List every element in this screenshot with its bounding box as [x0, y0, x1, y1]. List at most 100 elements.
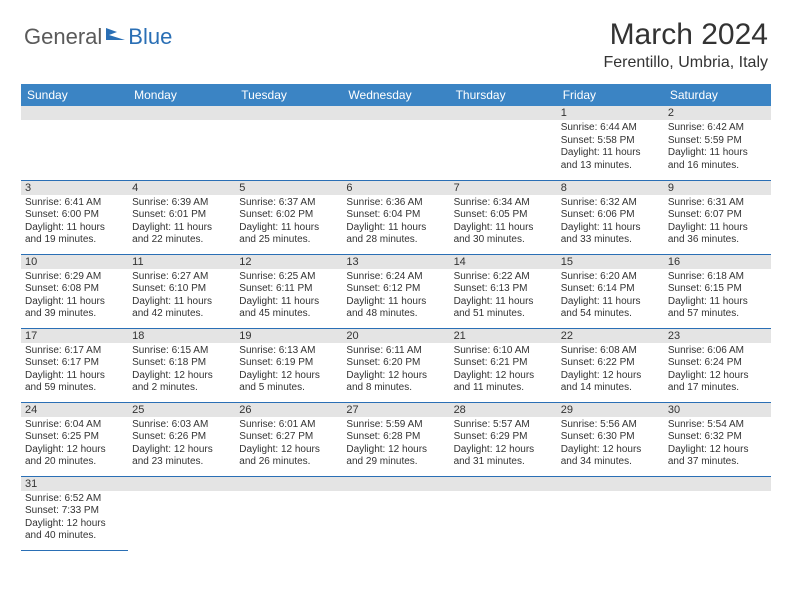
logo: General Blue — [24, 24, 172, 50]
day-daylight2: and 23 minutes. — [132, 456, 231, 469]
day-sunset: Sunset: 6:11 PM — [239, 283, 338, 296]
logo-flag-icon — [105, 26, 127, 49]
day-daylight2: and 40 minutes. — [25, 530, 124, 543]
weekday-header-row: SundayMondayTuesdayWednesdayThursdayFrid… — [21, 84, 771, 106]
day-number: 14 — [450, 255, 557, 269]
day-sunset: Sunset: 7:33 PM — [25, 505, 124, 518]
calendar-day-cell: 21Sunrise: 6:10 AMSunset: 6:21 PMDayligh… — [450, 328, 557, 402]
day-daylight1: Daylight: 12 hours — [561, 444, 660, 457]
calendar-day-cell: 31Sunrise: 6:52 AMSunset: 7:33 PMDayligh… — [21, 476, 128, 550]
day-daylight1: Daylight: 12 hours — [239, 370, 338, 383]
day-daylight2: and 48 minutes. — [346, 308, 445, 321]
day-number: 7 — [450, 181, 557, 195]
day-daylight1: Daylight: 11 hours — [668, 296, 767, 309]
calendar-week-row: 1Sunrise: 6:44 AMSunset: 5:58 PMDaylight… — [21, 106, 771, 180]
day-number-empty — [342, 477, 449, 491]
calendar-day-cell: 19Sunrise: 6:13 AMSunset: 6:19 PMDayligh… — [235, 328, 342, 402]
calendar-day-cell: 6Sunrise: 6:36 AMSunset: 6:04 PMDaylight… — [342, 180, 449, 254]
calendar-day-cell — [557, 476, 664, 550]
day-sunrise: Sunrise: 6:15 AM — [132, 345, 231, 358]
day-number-empty — [235, 106, 342, 120]
day-sunrise: Sunrise: 6:17 AM — [25, 345, 124, 358]
calendar-day-cell: 15Sunrise: 6:20 AMSunset: 6:14 PMDayligh… — [557, 254, 664, 328]
day-number: 29 — [557, 403, 664, 417]
calendar-day-cell: 10Sunrise: 6:29 AMSunset: 6:08 PMDayligh… — [21, 254, 128, 328]
day-daylight2: and 36 minutes. — [668, 234, 767, 247]
day-sunrise: Sunrise: 6:13 AM — [239, 345, 338, 358]
day-number: 26 — [235, 403, 342, 417]
day-number: 25 — [128, 403, 235, 417]
day-daylight1: Daylight: 11 hours — [239, 222, 338, 235]
day-sunset: Sunset: 6:28 PM — [346, 431, 445, 444]
day-daylight2: and 16 minutes. — [668, 160, 767, 173]
day-sunset: Sunset: 5:58 PM — [561, 135, 660, 148]
day-number: 16 — [664, 255, 771, 269]
day-daylight1: Daylight: 12 hours — [561, 370, 660, 383]
day-sunset: Sunset: 6:32 PM — [668, 431, 767, 444]
day-sunrise: Sunrise: 6:31 AM — [668, 197, 767, 210]
day-sunset: Sunset: 6:02 PM — [239, 209, 338, 222]
day-daylight1: Daylight: 12 hours — [668, 370, 767, 383]
calendar-day-cell: 26Sunrise: 6:01 AMSunset: 6:27 PMDayligh… — [235, 402, 342, 476]
calendar-day-cell: 20Sunrise: 6:11 AMSunset: 6:20 PMDayligh… — [342, 328, 449, 402]
day-number: 9 — [664, 181, 771, 195]
day-daylight1: Daylight: 12 hours — [132, 444, 231, 457]
day-sunrise: Sunrise: 6:42 AM — [668, 122, 767, 135]
title-block: March 2024 Ferentillo, Umbria, Italy — [604, 18, 769, 72]
day-number-empty — [557, 477, 664, 491]
day-daylight2: and 39 minutes. — [25, 308, 124, 321]
day-sunset: Sunset: 6:13 PM — [454, 283, 553, 296]
calendar-day-cell: 28Sunrise: 5:57 AMSunset: 6:29 PMDayligh… — [450, 402, 557, 476]
day-daylight1: Daylight: 11 hours — [561, 147, 660, 160]
calendar-day-cell: 27Sunrise: 5:59 AMSunset: 6:28 PMDayligh… — [342, 402, 449, 476]
day-sunset: Sunset: 6:30 PM — [561, 431, 660, 444]
logo-text-blue: Blue — [128, 24, 172, 50]
weekday-header: Friday — [557, 84, 664, 106]
day-daylight2: and 14 minutes. — [561, 382, 660, 395]
day-sunrise: Sunrise: 6:08 AM — [561, 345, 660, 358]
day-daylight2: and 8 minutes. — [346, 382, 445, 395]
day-number-empty — [21, 106, 128, 120]
calendar-day-cell: 8Sunrise: 6:32 AMSunset: 6:06 PMDaylight… — [557, 180, 664, 254]
day-sunset: Sunset: 6:18 PM — [132, 357, 231, 370]
calendar-day-cell: 12Sunrise: 6:25 AMSunset: 6:11 PMDayligh… — [235, 254, 342, 328]
day-number: 21 — [450, 329, 557, 343]
weekday-header: Thursday — [450, 84, 557, 106]
day-sunset: Sunset: 6:20 PM — [346, 357, 445, 370]
day-sunrise: Sunrise: 5:56 AM — [561, 419, 660, 432]
day-daylight1: Daylight: 11 hours — [454, 222, 553, 235]
day-number: 5 — [235, 181, 342, 195]
day-daylight1: Daylight: 12 hours — [239, 444, 338, 457]
day-daylight2: and 5 minutes. — [239, 382, 338, 395]
day-daylight1: Daylight: 12 hours — [668, 444, 767, 457]
calendar-day-cell: 3Sunrise: 6:41 AMSunset: 6:00 PMDaylight… — [21, 180, 128, 254]
calendar-day-cell: 22Sunrise: 6:08 AMSunset: 6:22 PMDayligh… — [557, 328, 664, 402]
day-daylight1: Daylight: 12 hours — [454, 370, 553, 383]
day-sunset: Sunset: 5:59 PM — [668, 135, 767, 148]
day-sunset: Sunset: 6:26 PM — [132, 431, 231, 444]
day-daylight2: and 19 minutes. — [25, 234, 124, 247]
day-daylight1: Daylight: 11 hours — [132, 296, 231, 309]
day-sunrise: Sunrise: 6:01 AM — [239, 419, 338, 432]
calendar-day-cell: 25Sunrise: 6:03 AMSunset: 6:26 PMDayligh… — [128, 402, 235, 476]
day-daylight1: Daylight: 12 hours — [346, 370, 445, 383]
day-sunset: Sunset: 6:21 PM — [454, 357, 553, 370]
day-sunset: Sunset: 6:07 PM — [668, 209, 767, 222]
day-number: 22 — [557, 329, 664, 343]
calendar-day-cell: 13Sunrise: 6:24 AMSunset: 6:12 PMDayligh… — [342, 254, 449, 328]
day-number: 27 — [342, 403, 449, 417]
day-number: 12 — [235, 255, 342, 269]
day-daylight1: Daylight: 11 hours — [561, 296, 660, 309]
day-sunrise: Sunrise: 6:44 AM — [561, 122, 660, 135]
day-number-empty — [664, 477, 771, 491]
day-daylight1: Daylight: 11 hours — [25, 370, 124, 383]
day-number-empty — [235, 477, 342, 491]
day-sunset: Sunset: 6:15 PM — [668, 283, 767, 296]
day-sunrise: Sunrise: 5:59 AM — [346, 419, 445, 432]
day-number-empty — [342, 106, 449, 120]
weekday-header: Wednesday — [342, 84, 449, 106]
day-daylight2: and 2 minutes. — [132, 382, 231, 395]
calendar-day-cell: 17Sunrise: 6:17 AMSunset: 6:17 PMDayligh… — [21, 328, 128, 402]
calendar-week-row: 17Sunrise: 6:17 AMSunset: 6:17 PMDayligh… — [21, 328, 771, 402]
calendar-week-row: 10Sunrise: 6:29 AMSunset: 6:08 PMDayligh… — [21, 254, 771, 328]
